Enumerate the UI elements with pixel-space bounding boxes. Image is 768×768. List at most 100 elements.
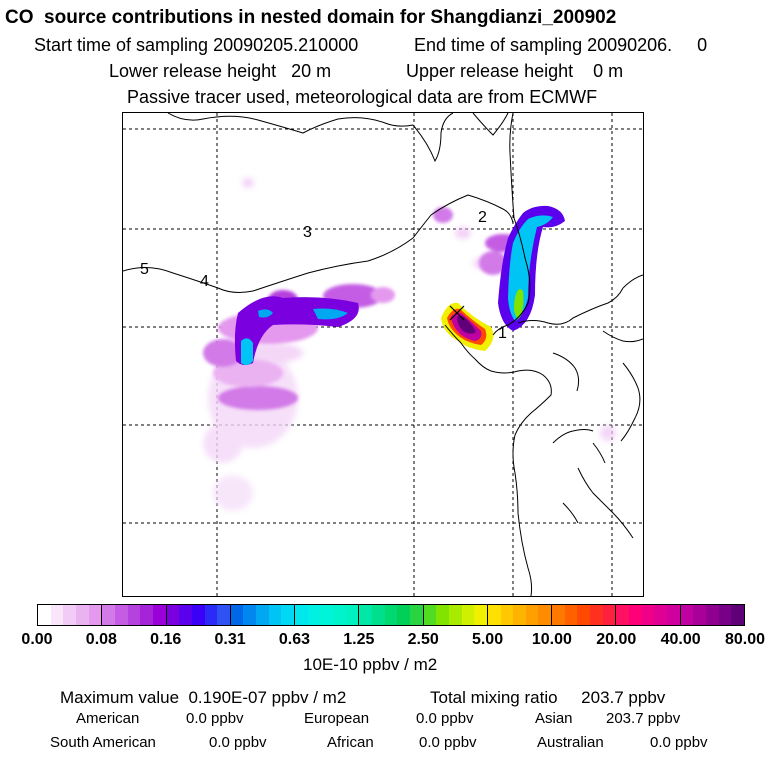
colorbar-swatch — [590, 605, 603, 625]
colorbar-tick-label: 0.63 — [278, 631, 311, 648]
map-panel: 1 2 3 4 5 — [122, 112, 644, 597]
colorbar-swatch — [552, 605, 565, 625]
colorbar-group — [166, 605, 231, 625]
colorbar-swatch — [38, 605, 51, 625]
lower-release-label: Lower release height 20 m — [109, 61, 332, 81]
colorbar-swatch — [166, 605, 180, 625]
colorbar-group — [487, 605, 553, 625]
colorbar-swatch — [397, 605, 410, 625]
colorbar-swatch — [461, 605, 475, 625]
upper-release-label: Upper release height 0 m — [406, 61, 624, 81]
colorbar-swatch — [295, 605, 308, 625]
region-label-1: 1 — [498, 325, 507, 342]
colorbar-swatch — [191, 605, 205, 625]
colorbar-swatch — [500, 605, 514, 625]
colorbar-swatch — [152, 605, 166, 625]
end-time-label: End time of sampling 20090206. 0 — [414, 35, 708, 55]
colorbar-tick-label: 0.31 — [214, 631, 246, 648]
plot-title: CO source contributions in nested domain… — [5, 7, 617, 28]
colorbar-swatch — [718, 605, 732, 625]
total-mixing-label: Total mixing ratio 203.7 ppbv — [430, 688, 666, 707]
colorbar-group — [102, 605, 167, 625]
colorbar-swatch — [616, 605, 630, 625]
american-value: 0.0 ppbv — [186, 710, 244, 727]
european-label: European — [304, 710, 370, 727]
colorbar-tick-label: 20.00 — [596, 631, 637, 648]
colorbar-swatch — [114, 605, 128, 625]
colorbar-group — [680, 605, 744, 625]
colorbar-swatch — [281, 605, 295, 625]
colorbar-group — [230, 605, 296, 625]
colorbar-swatch — [384, 605, 398, 625]
tracer-note: Passive tracer used, meteorological data… — [127, 87, 598, 107]
colorbar-swatch — [320, 605, 334, 625]
asian-label: Asian — [535, 710, 573, 727]
colorbar-tick-label: 40.00 — [660, 631, 701, 648]
colorbar-swatch — [564, 605, 578, 625]
colorbar-swatch — [307, 605, 321, 625]
colorbar-swatch — [127, 605, 141, 625]
colorbar-swatch — [487, 605, 501, 625]
colorbar-swatch — [641, 605, 655, 625]
south-american-value: 0.0 ppbv — [209, 734, 267, 751]
region-label-5: 5 — [140, 261, 149, 278]
european-value: 0.0 ppbv — [416, 710, 474, 727]
colorbar-swatch — [102, 605, 115, 625]
australian-label: Australian — [537, 734, 604, 751]
colorbar-swatch — [602, 605, 616, 625]
colorbar-tick-label: 80.00 — [724, 631, 766, 648]
south-american-label: South American — [50, 734, 156, 751]
region-label-2: 2 — [478, 209, 487, 226]
colorbar-tick-label: 1.25 — [343, 631, 375, 648]
colorbar-swatch — [448, 605, 462, 625]
colorbar-swatch — [243, 605, 257, 625]
colorbar-swatch — [731, 605, 744, 625]
colorbar-swatch — [629, 605, 642, 625]
coastline — [123, 113, 643, 596]
african-label: African — [327, 734, 374, 751]
concentration-field — [203, 178, 616, 511]
colorbar-tick-label: 10.00 — [531, 631, 572, 648]
colorbar-swatch — [436, 605, 449, 625]
colorbar-group — [423, 605, 488, 625]
colorbar-tick-label: 2.50 — [407, 631, 439, 648]
colorbar-swatch — [577, 605, 591, 625]
start-time-label: Start time of sampling 20090205.210000 — [34, 35, 359, 55]
colorbar-swatch — [75, 605, 89, 625]
colorbar-swatch — [256, 605, 269, 625]
colorbar-swatch — [230, 605, 244, 625]
colorbar-swatch — [63, 605, 76, 625]
colorbar-swatch — [204, 605, 218, 625]
colorbar-swatch — [359, 605, 372, 625]
asian-value: 203.7 ppbv — [606, 710, 681, 727]
colorbar-group — [38, 605, 103, 625]
colorbar-tick-label: 0.16 — [150, 631, 182, 648]
colorbar-group — [359, 605, 424, 625]
colorbar-swatch — [50, 605, 64, 625]
receptor-marker — [449, 305, 465, 321]
colorbar-swatch — [371, 605, 385, 625]
colorbar-unit-label: 10E-10 ppbv / m2 — [303, 655, 438, 674]
colorbar-swatch — [693, 605, 706, 625]
colorbar-swatch — [140, 605, 153, 625]
colorbar-group — [552, 605, 617, 625]
colorbar — [37, 604, 745, 626]
australian-value: 0.0 ppbv — [650, 734, 708, 751]
colorbar-swatch — [525, 605, 539, 625]
max-value-label: Maximum value 0.190E-07 ppbv / m2 — [60, 688, 347, 707]
colorbar-swatch — [654, 605, 668, 625]
colorbar-swatch — [474, 605, 487, 625]
colorbar-group — [616, 605, 681, 625]
colorbar-swatch — [409, 605, 423, 625]
region-label-3: 3 — [303, 224, 312, 241]
colorbar-swatch — [423, 605, 437, 625]
colorbar-swatch — [667, 605, 680, 625]
colorbar-swatch — [333, 605, 346, 625]
colorbar-swatch — [680, 605, 694, 625]
colorbar-swatch — [705, 605, 719, 625]
colorbar-group — [295, 605, 360, 625]
colorbar-tick-label: 0.08 — [85, 631, 117, 648]
colorbar-swatch — [88, 605, 102, 625]
american-label: American — [76, 710, 140, 727]
colorbar-swatch — [179, 605, 192, 625]
